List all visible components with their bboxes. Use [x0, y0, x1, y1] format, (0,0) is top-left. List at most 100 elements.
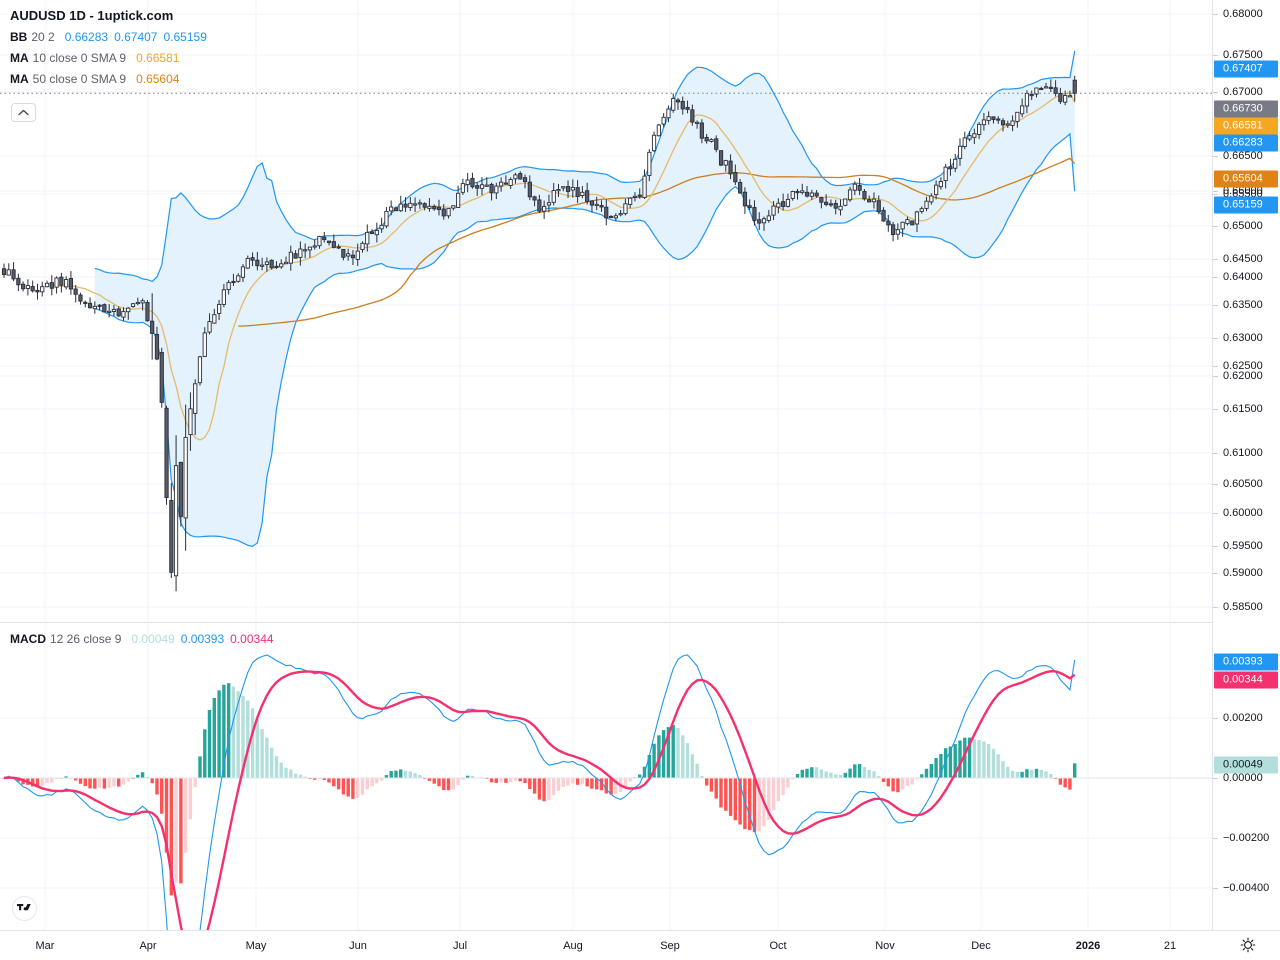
candlestick[interactable] [623, 203, 628, 215]
candlestick[interactable] [369, 231, 375, 235]
candlestick[interactable] [546, 202, 552, 206]
candlestick[interactable] [389, 206, 394, 212]
candlestick[interactable] [432, 205, 437, 210]
candlestick[interactable] [589, 200, 595, 206]
candlestick[interactable] [967, 135, 972, 140]
candlestick[interactable] [890, 224, 896, 236]
candlestick[interactable] [92, 305, 97, 310]
candlestick[interactable] [1072, 79, 1077, 94]
candlestick[interactable] [608, 215, 614, 219]
candlestick[interactable] [876, 200, 881, 213]
candlestick[interactable] [761, 218, 767, 224]
candlestick[interactable] [341, 248, 346, 258]
candlestick[interactable] [733, 172, 738, 183]
candlestick[interactable] [465, 179, 470, 185]
candlestick[interactable] [307, 246, 313, 251]
candlestick[interactable] [436, 206, 442, 211]
candlestick[interactable] [303, 249, 308, 252]
macd-chart-canvas[interactable] [0, 624, 1212, 930]
candlestick[interactable] [154, 333, 160, 360]
candlestick[interactable] [847, 189, 853, 201]
candlestick[interactable] [1029, 93, 1034, 97]
candlestick[interactable] [202, 332, 207, 357]
candlestick[interactable] [527, 181, 532, 198]
candlestick[interactable] [274, 265, 279, 268]
candlestick[interactable] [833, 202, 838, 209]
candlestick[interactable] [938, 181, 943, 188]
candlestick[interactable] [953, 158, 958, 169]
candlestick[interactable] [1043, 86, 1049, 89]
candlestick[interactable] [150, 320, 155, 334]
candlestick[interactable] [556, 189, 561, 192]
candlestick[interactable] [604, 206, 609, 219]
candlestick[interactable] [279, 263, 284, 268]
candlestick[interactable] [298, 248, 303, 258]
candlestick[interactable] [914, 211, 920, 225]
collapse-legend-button[interactable] [11, 103, 36, 122]
candlestick[interactable] [355, 250, 360, 260]
candlestick[interactable] [647, 151, 652, 176]
candlestick[interactable] [16, 277, 21, 286]
candlestick[interactable] [140, 300, 145, 304]
candlestick[interactable] [642, 175, 647, 198]
candlestick[interactable] [231, 280, 236, 284]
candlestick[interactable] [331, 241, 336, 248]
candlestick[interactable] [838, 205, 843, 211]
candlestick[interactable] [494, 185, 499, 194]
candlestick[interactable] [881, 209, 886, 222]
candlestick[interactable] [49, 282, 54, 289]
candlestick[interactable] [322, 236, 327, 241]
candlestick[interactable] [747, 205, 752, 209]
candlestick[interactable] [217, 303, 222, 314]
candlestick[interactable] [948, 166, 953, 170]
candlestick[interactable] [695, 121, 700, 124]
macd-signal-badge[interactable]: 0.00344 [1214, 671, 1278, 689]
candlestick[interactable] [121, 310, 126, 318]
candlestick[interactable] [671, 98, 676, 111]
candlestick[interactable] [804, 191, 810, 197]
candlestick[interactable] [460, 183, 465, 193]
candlestick[interactable] [886, 220, 891, 226]
candlestick[interactable] [957, 145, 963, 159]
candlestick[interactable] [709, 139, 714, 142]
candlestick[interactable] [107, 310, 112, 313]
candlestick[interactable] [900, 221, 905, 230]
candlestick[interactable] [456, 192, 461, 208]
candlestick[interactable] [518, 173, 523, 180]
candlestick[interactable] [102, 304, 107, 313]
candlestick[interactable] [336, 246, 341, 249]
candlestick[interactable] [542, 206, 547, 212]
candlestick[interactable] [379, 224, 384, 230]
candlestick[interactable] [513, 174, 518, 180]
candlestick[interactable] [283, 261, 289, 265]
candlestick[interactable] [83, 301, 88, 304]
ma10-badge[interactable]: 0.66581 [1214, 117, 1278, 135]
candlestick[interactable] [585, 190, 590, 202]
candlestick[interactable] [479, 184, 485, 189]
candlestick[interactable] [255, 259, 260, 267]
candlestick[interactable] [800, 190, 805, 194]
macd-hist-badge[interactable]: 0.00049 [1214, 756, 1278, 774]
candlestick[interactable] [346, 253, 351, 257]
candlestick[interactable] [312, 245, 317, 248]
candlestick[interactable] [570, 186, 575, 191]
candlestick[interactable] [441, 208, 446, 217]
candlestick[interactable] [288, 251, 293, 264]
candlestick[interactable] [680, 100, 685, 110]
bb-basis-badge[interactable]: 0.66283 [1214, 134, 1278, 152]
candlestick[interactable] [350, 254, 356, 259]
candlestick[interactable] [790, 191, 795, 199]
candlestick[interactable] [188, 408, 193, 436]
candlestick[interactable] [427, 205, 432, 209]
candlestick[interactable] [44, 282, 50, 288]
candlestick[interactable] [943, 166, 948, 182]
candlestick[interactable] [221, 289, 226, 305]
candlestick[interactable] [384, 210, 389, 227]
candlestick[interactable] [551, 190, 556, 203]
candlestick[interactable] [212, 314, 217, 324]
candlestick[interactable] [594, 203, 599, 206]
candlestick[interactable] [499, 181, 504, 187]
candlestick[interactable] [403, 203, 408, 208]
candlestick[interactable] [97, 304, 102, 307]
candlestick[interactable] [226, 282, 231, 291]
